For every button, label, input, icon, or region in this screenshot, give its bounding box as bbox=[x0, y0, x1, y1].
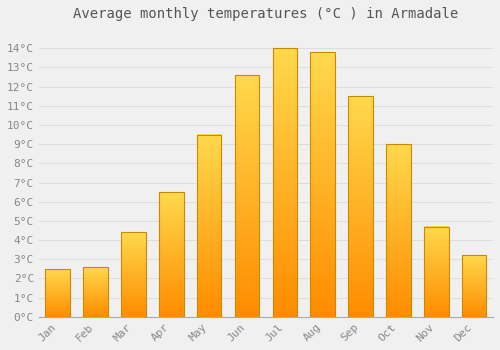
Bar bbox=[159, 192, 184, 317]
Bar bbox=[234, 75, 260, 317]
Bar bbox=[386, 144, 410, 317]
Bar bbox=[462, 256, 486, 317]
Bar bbox=[272, 48, 297, 317]
Bar bbox=[84, 267, 108, 317]
Bar bbox=[121, 232, 146, 317]
Title: Average monthly temperatures (°C ) in Armadale: Average monthly temperatures (°C ) in Ar… bbox=[74, 7, 458, 21]
Bar bbox=[46, 269, 70, 317]
Bar bbox=[348, 96, 373, 317]
Bar bbox=[197, 134, 222, 317]
Bar bbox=[424, 227, 448, 317]
Bar bbox=[310, 52, 335, 317]
